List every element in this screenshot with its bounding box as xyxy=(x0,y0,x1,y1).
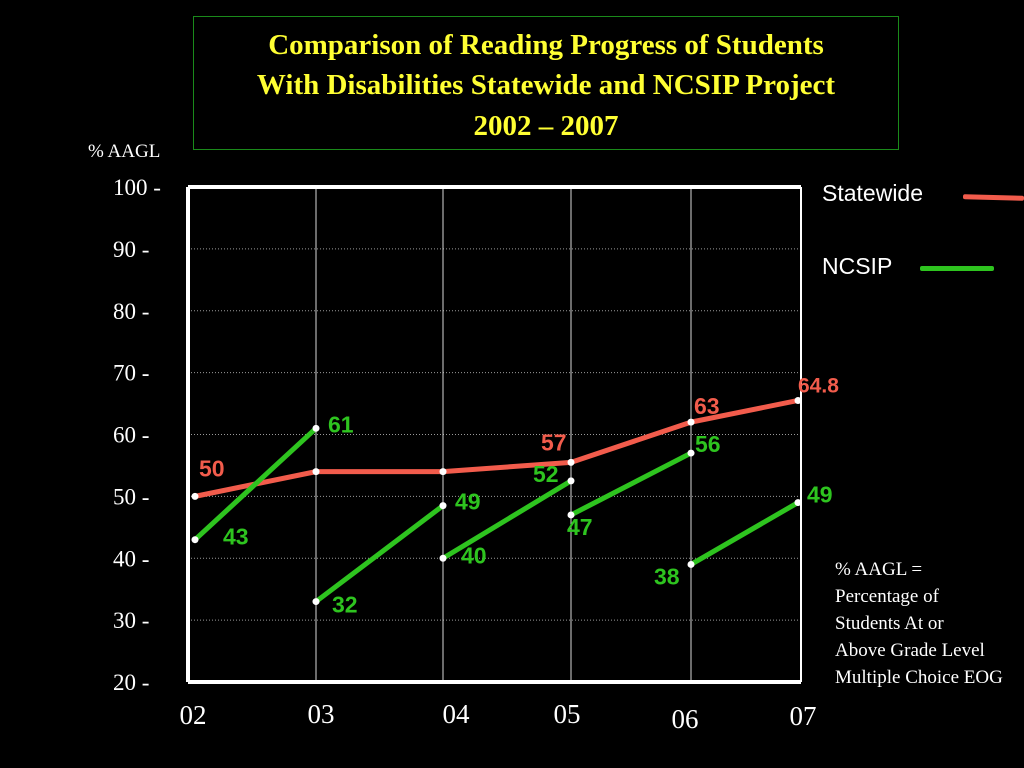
point-statewide-02 xyxy=(191,492,199,500)
legend-swatch-ncsip xyxy=(920,266,994,271)
y-tick-label-90: 90 - xyxy=(113,237,149,262)
y-tick-label-70: 70 - xyxy=(113,361,149,386)
x-tick-label-06: 06 xyxy=(672,704,699,734)
footnote-line-5: Multiple Choice EOG xyxy=(835,667,1003,688)
chart-title-box: Comparison of Reading Progress of Studen… xyxy=(193,16,899,150)
series-ncsip-segment-3 xyxy=(440,478,574,561)
series-statewide-line xyxy=(194,398,799,499)
y-tick-label-30: 30 - xyxy=(113,608,149,633)
data-label-ncsip-3-04: 40 xyxy=(461,542,487,568)
aagl-footnote: % AAGL = Percentage of Students At or Ab… xyxy=(835,556,1003,691)
point-ncsip-1-03 xyxy=(312,424,320,432)
y-tick-label-80: 80 - xyxy=(113,299,149,324)
data-label-ncsip-5-07: 49 xyxy=(807,482,833,508)
point-ncsip-5-07 xyxy=(794,499,802,507)
point-ncsip-4-05 xyxy=(567,511,575,519)
point-statewide-07 xyxy=(794,396,802,404)
point-statewide-06 xyxy=(687,418,695,426)
data-label-ncsip-2-03: 32 xyxy=(332,592,358,618)
y-tick-label-60: 60 - xyxy=(113,423,149,448)
data-label-statewide-07: 64.8 xyxy=(798,374,839,397)
y-axis-label: % AAGL xyxy=(88,141,160,162)
data-label-statewide-02: 50 xyxy=(199,455,225,481)
x-tick-label-05: 05 xyxy=(554,699,581,729)
chart-title-line-2: With Disabilities Statewide and NCSIP Pr… xyxy=(256,69,836,101)
data-label-ncsip-2-04: 49 xyxy=(455,489,481,515)
data-label-ncsip-5-06: 38 xyxy=(654,563,680,589)
y-tick-label-100: 100 - xyxy=(113,175,161,200)
series-ncsip-segment-2 xyxy=(313,503,446,605)
point-ncsip-1-02 xyxy=(191,536,199,544)
series-ncsip-segment-1 xyxy=(192,425,319,543)
x-tick-label-03: 03 xyxy=(308,699,335,729)
footnote-line-4: Above Grade Level xyxy=(835,640,985,661)
point-ncsip-4-06 xyxy=(687,449,695,457)
point-ncsip-3-04 xyxy=(439,554,447,562)
x-tick-label-07: 07 xyxy=(790,701,817,731)
point-ncsip-2-03 xyxy=(312,598,320,606)
data-label-ncsip-4-05: 47 xyxy=(567,514,593,540)
point-statewide-05 xyxy=(567,458,575,466)
footnote-line-1: % AAGL = xyxy=(835,559,923,580)
data-label-ncsip-4-06: 56 xyxy=(695,431,721,457)
series-ncsip-segment-4 xyxy=(568,450,694,518)
legend-label-ncsip: NCSIP xyxy=(822,253,893,279)
legend-label-statewide: Statewide xyxy=(822,180,924,206)
footnote-line-3: Students At or xyxy=(835,613,944,634)
point-statewide-04 xyxy=(439,468,447,476)
data-label-ncsip-1-03: 61 xyxy=(328,411,354,437)
data-label-statewide-05: 57 xyxy=(541,429,567,455)
footnote-line-2: Percentage of xyxy=(835,586,939,607)
point-ncsip-3-05 xyxy=(567,477,575,485)
y-tick-label-40: 40 - xyxy=(113,546,149,571)
point-ncsip-2-04 xyxy=(439,502,447,510)
x-tick-label-04: 04 xyxy=(443,699,471,729)
data-label-statewide-06: 63 xyxy=(694,393,720,419)
chart-title-line-3: 2002 – 2007 xyxy=(473,110,619,142)
x-tick-label-02: 02 xyxy=(180,700,207,730)
y-tick-label-50: 50 - xyxy=(113,484,149,509)
series-ncsip-segment-5 xyxy=(688,500,801,567)
y-tick-label-20: 20 - xyxy=(113,670,149,695)
data-label-ncsip-3-05: 52 xyxy=(533,461,559,487)
point-ncsip-5-06 xyxy=(687,560,695,568)
chart-title-line-1: Comparison of Reading Progress of Studen… xyxy=(268,29,824,61)
data-label-ncsip-1-02: 43 xyxy=(223,524,249,550)
point-statewide-03 xyxy=(312,468,320,476)
